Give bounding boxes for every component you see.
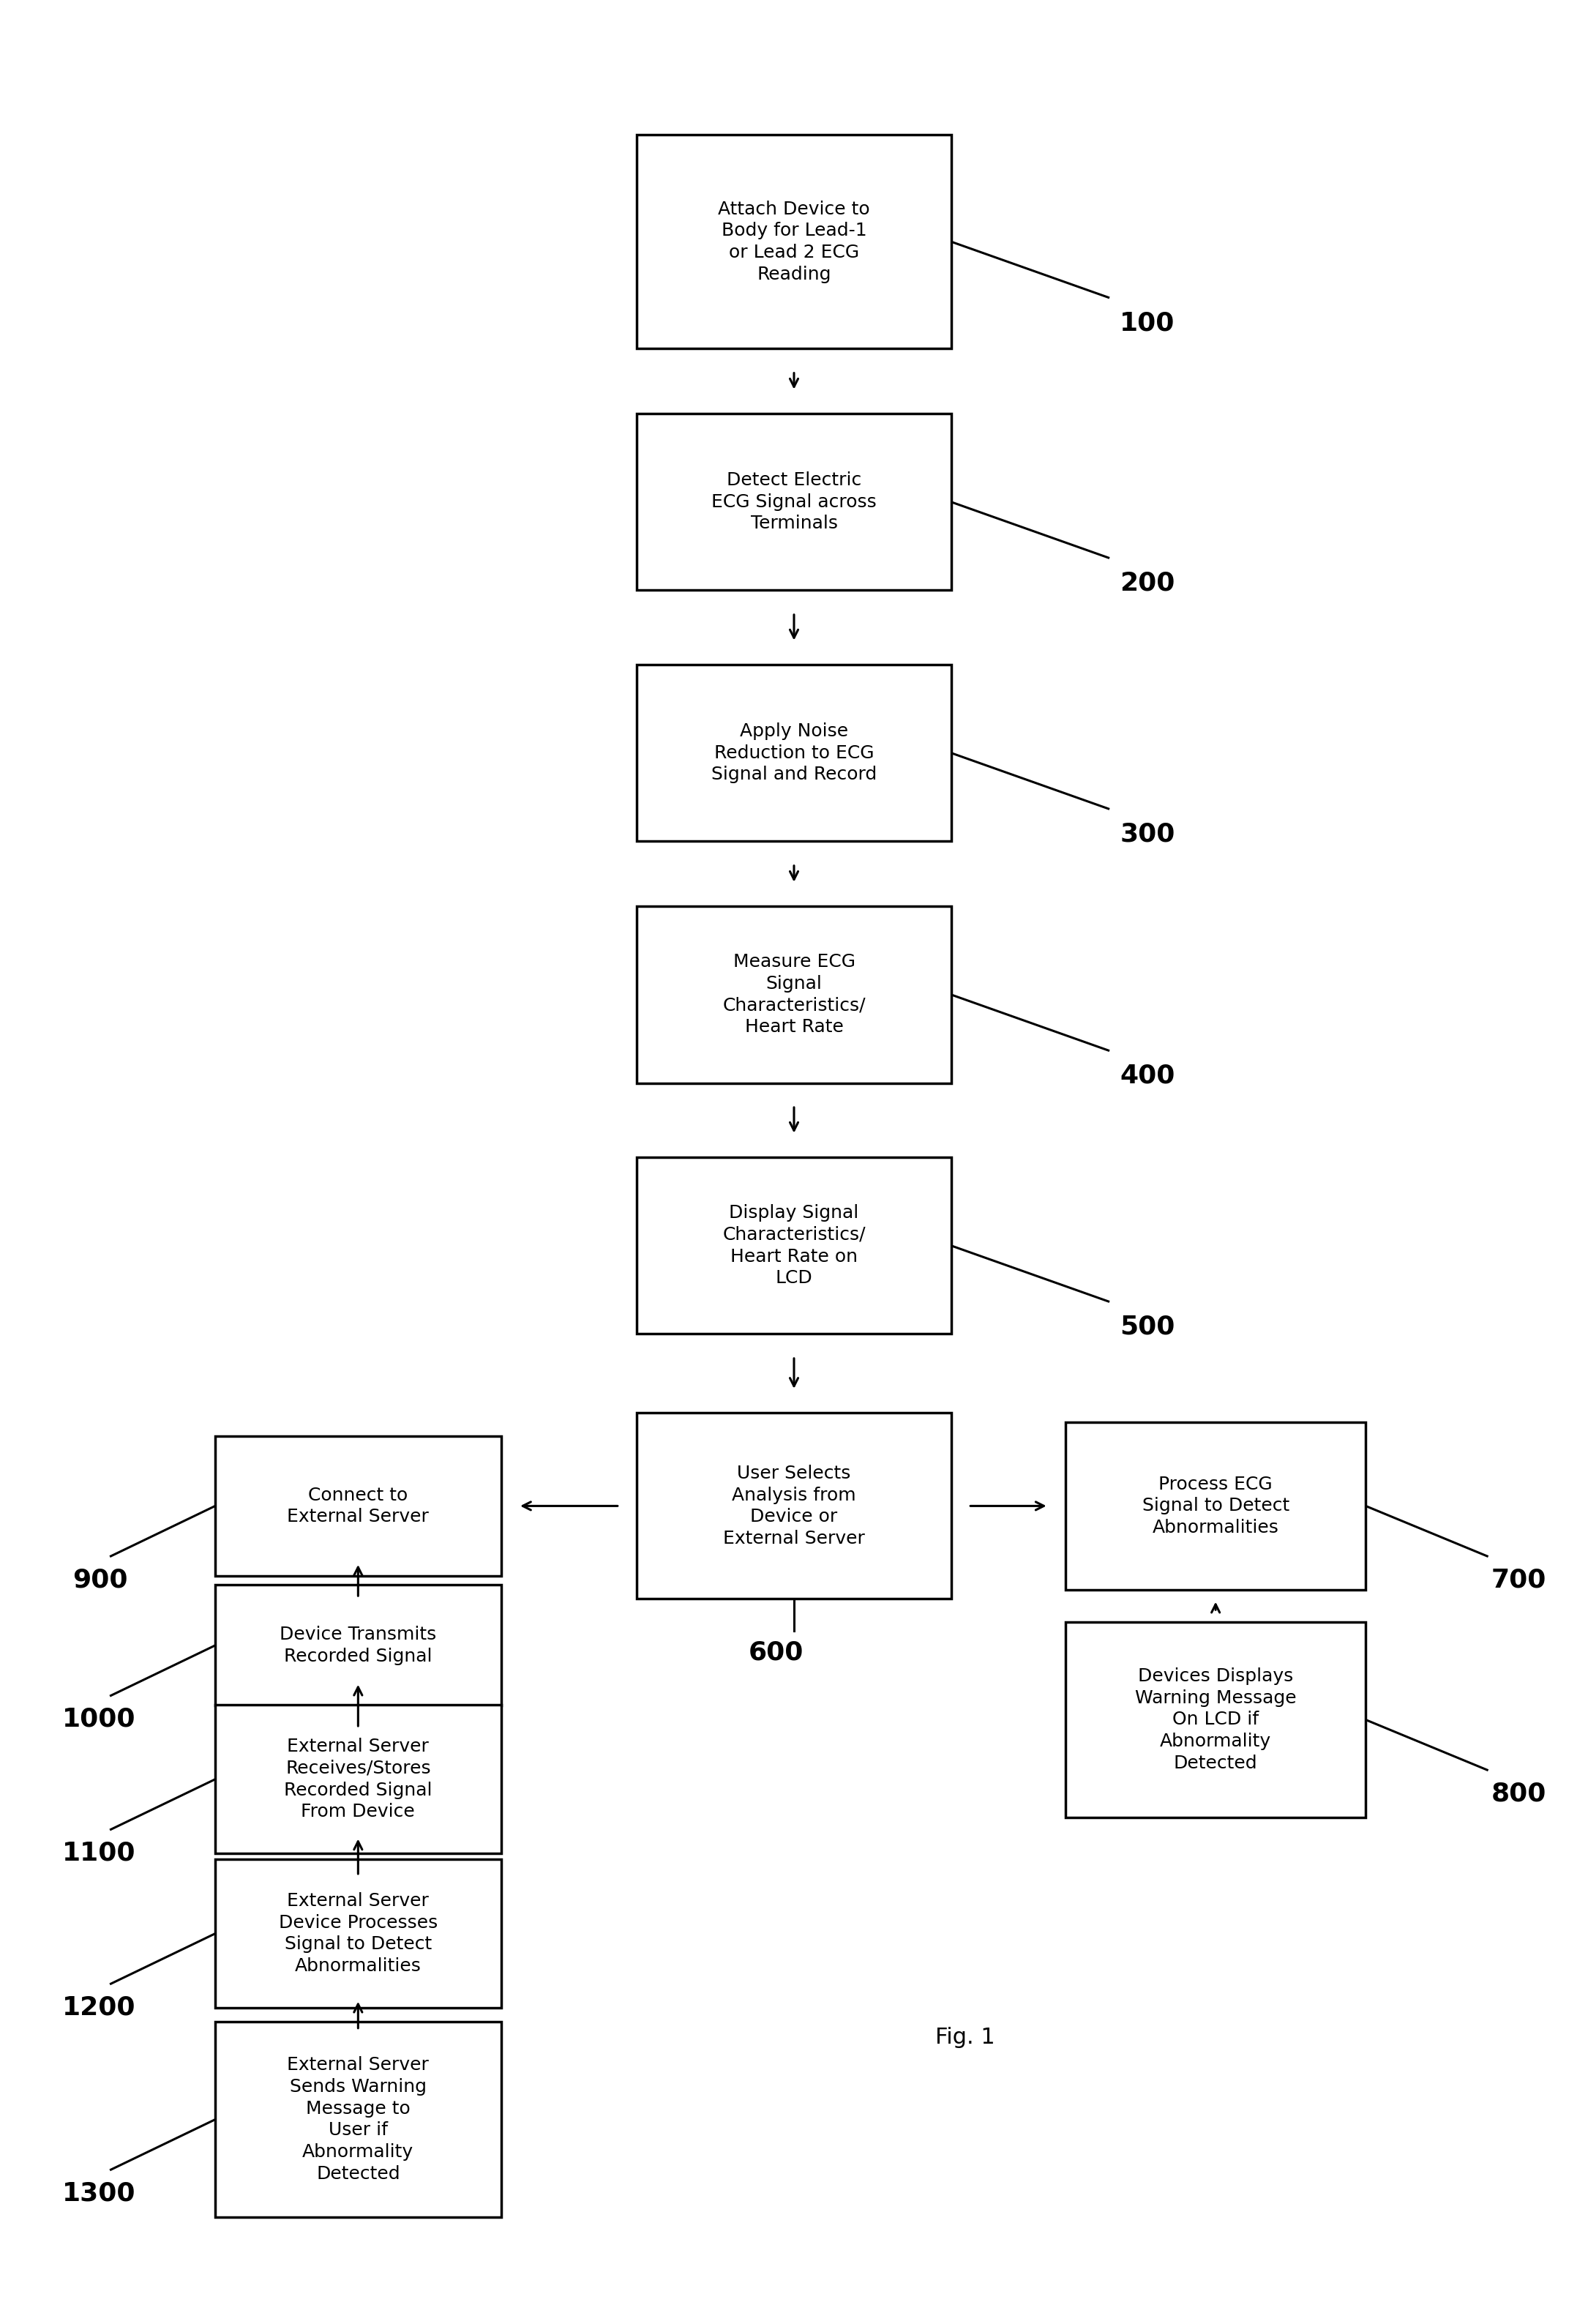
Text: 500: 500	[1120, 1315, 1175, 1339]
Text: 600: 600	[748, 1641, 804, 1664]
Text: Detect Electric
ECG Signal across
Terminals: Detect Electric ECG Signal across Termin…	[711, 472, 877, 532]
Text: 200: 200	[1120, 572, 1175, 595]
Bar	[214, 1585, 502, 1706]
Text: External Server
Receives/Stores
Recorded Signal
From Device: External Server Receives/Stores Recorded…	[284, 1738, 432, 1820]
Text: 400: 400	[1120, 1064, 1175, 1088]
Text: 1300: 1300	[62, 2180, 137, 2205]
Text: 300: 300	[1120, 823, 1175, 846]
Text: Measure ECG
Signal
Characteristics/
Heart Rate: Measure ECG Signal Characteristics/ Hear…	[723, 953, 865, 1037]
Text: 100: 100	[1120, 311, 1175, 335]
Text: Display Signal
Characteristics/
Heart Rate on
LCD: Display Signal Characteristics/ Heart Ra…	[723, 1204, 865, 1287]
Text: External Server
Sends Warning
Message to
User if
Abnormality
Detected: External Server Sends Warning Message to…	[287, 2057, 429, 2182]
Bar	[637, 665, 951, 841]
Bar	[637, 135, 951, 349]
Text: External Server
Device Processes
Signal to Detect
Abnormalities: External Server Device Processes Signal …	[278, 1892, 438, 1975]
Text: 1100: 1100	[62, 1841, 137, 1866]
Bar	[637, 906, 951, 1083]
Text: Device Transmits
Recorded Signal: Device Transmits Recorded Signal	[279, 1627, 437, 1664]
Text: Apply Noise
Reduction to ECG
Signal and Record: Apply Noise Reduction to ECG Signal and …	[711, 723, 877, 783]
Text: Attach Device to
Body for Lead-1
or Lead 2 ECG
Reading: Attach Device to Body for Lead-1 or Lead…	[718, 200, 870, 284]
Text: Process ECG
Signal to Detect
Abnormalities: Process ECG Signal to Detect Abnormaliti…	[1142, 1476, 1289, 1536]
Text: Connect to
External Server: Connect to External Server	[287, 1487, 429, 1525]
Text: 700: 700	[1491, 1566, 1547, 1592]
Text: 1000: 1000	[62, 1706, 137, 1731]
Bar	[214, 2022, 502, 2217]
Text: 800: 800	[1491, 1780, 1547, 1806]
Bar	[637, 1157, 951, 1334]
Bar	[214, 1859, 502, 2008]
Bar	[1066, 1422, 1366, 1590]
Bar	[637, 1413, 951, 1599]
Bar	[637, 414, 951, 590]
Bar	[214, 1436, 502, 1576]
Bar	[1066, 1622, 1366, 1817]
Text: 900: 900	[73, 1566, 127, 1592]
Text: Devices Displays
Warning Message
On LCD if
Abnormality
Detected: Devices Displays Warning Message On LCD …	[1135, 1669, 1296, 1771]
Text: Fig. 1: Fig. 1	[935, 2027, 996, 2047]
Text: 1200: 1200	[62, 1994, 137, 2020]
Bar	[214, 1706, 502, 1855]
Text: User Selects
Analysis from
Device or
External Server: User Selects Analysis from Device or Ext…	[723, 1464, 865, 1548]
